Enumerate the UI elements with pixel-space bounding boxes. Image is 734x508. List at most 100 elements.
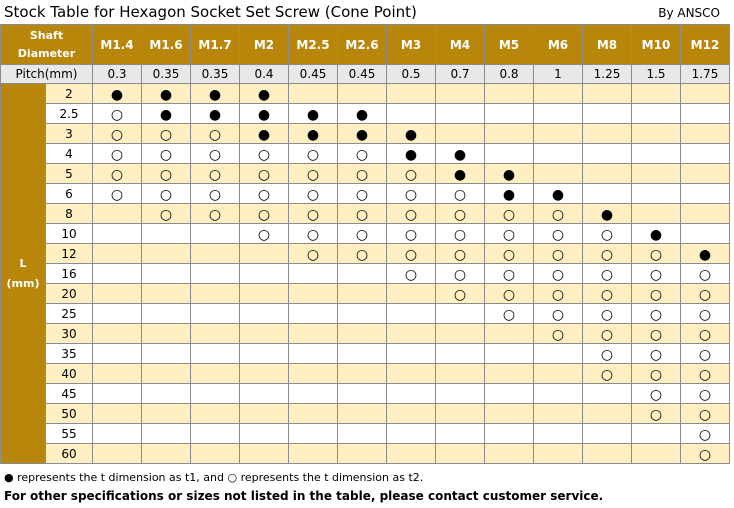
table-row: 55 ○: [1, 423, 730, 444]
open-circle-icon: ○: [698, 367, 712, 383]
stock-cell: ●: [435, 163, 485, 184]
stock-cell: ●: [582, 203, 632, 224]
stock-cell: [239, 303, 289, 324]
open-circle-icon: ○: [208, 167, 222, 183]
open-circle-icon: ○: [649, 367, 663, 383]
open-circle-icon: ○: [159, 147, 173, 163]
stock-cell: [582, 403, 632, 424]
open-circle-icon: ○: [649, 387, 663, 403]
stock-cell: [631, 203, 681, 224]
stock-cell: ○: [533, 263, 583, 284]
stock-cell: ○: [337, 143, 387, 164]
stock-cell: [533, 443, 583, 464]
open-circle-icon: ○: [306, 227, 320, 243]
stock-cell: ●: [631, 223, 681, 244]
stock-cell: [582, 163, 632, 184]
pitch-label: Pitch(mm): [0, 64, 93, 84]
stock-cell: ○: [582, 243, 632, 264]
open-circle-icon: ○: [600, 287, 614, 303]
stock-cell: ○: [582, 223, 632, 244]
stock-cell: [141, 263, 191, 284]
stock-cell: [484, 323, 534, 344]
stock-cell: [484, 123, 534, 144]
stock-cell: ○: [288, 223, 338, 244]
stock-cell: [435, 363, 485, 384]
stock-cell: ○: [680, 343, 730, 364]
size-header-m2: M2: [239, 24, 289, 65]
table-row: L (mm) 2 ● ● ● ●: [0, 83, 730, 464]
length-value: 20: [45, 283, 93, 304]
stock-cell: ○: [680, 303, 730, 324]
stock-cell: ○: [190, 183, 240, 204]
stock-cell: ●: [239, 123, 289, 144]
stock-cell: [141, 323, 191, 344]
stock-cell: [190, 443, 240, 464]
table-row: 60 ○: [1, 443, 730, 464]
stock-cell: ●: [288, 103, 338, 124]
open-circle-icon: ○: [453, 207, 467, 223]
stock-cell: [239, 423, 289, 444]
filled-circle-icon: ●: [306, 127, 320, 143]
open-circle-icon: ○: [698, 327, 712, 343]
open-circle-icon: ○: [306, 207, 320, 223]
stock-cell: [631, 143, 681, 164]
stock-cell: [141, 383, 191, 404]
filled-circle-icon: ●: [159, 107, 173, 123]
stock-cell: [141, 403, 191, 424]
stock-cell: ○: [141, 123, 191, 144]
open-circle-icon: ○: [698, 387, 712, 403]
stock-cell: ○: [631, 283, 681, 304]
stock-cell: [288, 343, 338, 364]
stock-cell: ○: [239, 143, 289, 164]
open-circle-icon: ○: [600, 247, 614, 263]
stock-cell: ○: [92, 103, 142, 124]
stock-cell: [680, 223, 730, 244]
pitch-value: 1.25: [582, 64, 632, 84]
stock-cell: [386, 343, 436, 364]
stock-cell: ○: [631, 243, 681, 264]
stock-cell: ○: [386, 243, 436, 264]
open-circle-icon: ○: [453, 247, 467, 263]
stock-cell: [680, 183, 730, 204]
open-circle-icon: ○: [257, 207, 271, 223]
size-header-m5: M5: [484, 24, 534, 65]
table-row: 35 ○ ○ ○: [1, 343, 730, 364]
stock-cell: [337, 363, 387, 384]
stock-cell: ○: [680, 403, 730, 424]
stock-cell: ○: [484, 283, 534, 304]
stock-cell: [337, 303, 387, 324]
stock-cell: [484, 83, 534, 104]
stock-cell: ○: [386, 203, 436, 224]
size-header-m8: M8: [582, 24, 632, 65]
length-axis-label-l: L: [19, 256, 27, 270]
stock-cell: ○: [190, 203, 240, 224]
stock-cell: [582, 123, 632, 144]
stock-cell: ●: [386, 123, 436, 144]
stock-cell: [386, 323, 436, 344]
stock-cell: [435, 403, 485, 424]
table-row: 4 ○ ○ ○ ○ ○ ○ ● ●: [1, 143, 730, 164]
stock-cell: ○: [582, 343, 632, 364]
open-circle-icon: ○: [551, 227, 565, 243]
stock-cell: ○: [631, 403, 681, 424]
stock-cell: [190, 223, 240, 244]
stock-cell: [533, 163, 583, 184]
stock-cell: ○: [631, 363, 681, 384]
size-header-row: Shaft Diameter M1.4 M1.6 M1.7 M2 M2.5 M2.6 M3 M…: [0, 24, 730, 65]
stock-cell: [288, 363, 338, 384]
stock-cell: [337, 263, 387, 284]
size-header-m3: M3: [386, 24, 436, 65]
open-circle-icon: ○: [649, 407, 663, 423]
stock-cell: ○: [337, 183, 387, 204]
filled-circle-icon: ●: [551, 187, 565, 203]
stock-cell: ●: [141, 83, 191, 104]
stock-cell: [631, 83, 681, 104]
stock-cell: [288, 263, 338, 284]
open-circle-icon: ○: [502, 247, 516, 263]
filled-circle-icon: ●: [257, 127, 271, 143]
open-circle-icon: ○: [404, 187, 418, 203]
stock-cell: [680, 203, 730, 224]
size-header-m4: M4: [435, 24, 485, 65]
open-circle-icon: ○: [502, 267, 516, 283]
stock-cell: ○: [631, 303, 681, 324]
